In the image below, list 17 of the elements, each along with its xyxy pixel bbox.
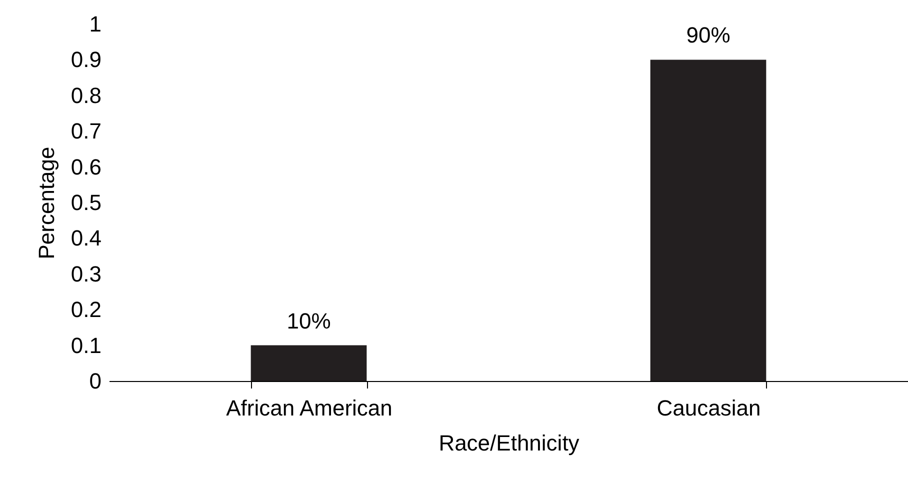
y-tick-label: 0.3: [70, 261, 102, 286]
y-tick-label: 0.7: [70, 118, 102, 144]
y-tick-label: 0.9: [70, 47, 102, 72]
y-tick-label: 0: [89, 368, 102, 394]
data-label: 10%: [286, 308, 331, 334]
x-tick-label: African American: [226, 396, 392, 420]
y-tick-label: 1: [89, 12, 102, 36]
y-axis-title: Percentage: [34, 146, 59, 260]
y-tick-label: 0.2: [70, 297, 102, 322]
y-tick-label: 0.8: [70, 82, 102, 108]
x-axis-title: Race/Ethnicity: [438, 430, 580, 456]
data-label: 90%: [686, 22, 730, 48]
y-tick-label: 0.1: [70, 332, 102, 358]
y-tick-label: 0.5: [70, 190, 102, 215]
y-tick-label: 0.4: [70, 226, 102, 251]
y-tick-label: 0.6: [70, 154, 102, 180]
x-tick-label: Caucasian: [656, 396, 761, 420]
